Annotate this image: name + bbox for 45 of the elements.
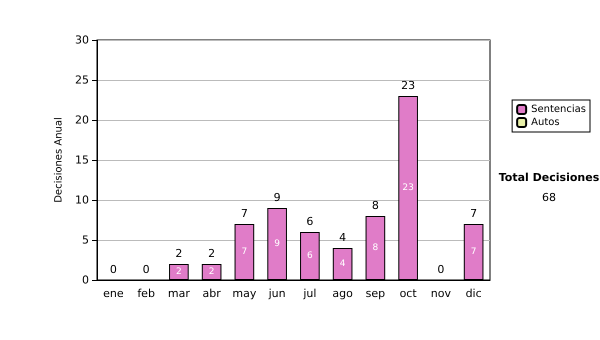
y-tick-label: 25 <box>75 74 89 86</box>
legend-label: Autos <box>531 117 560 128</box>
y-tick-label: 30 <box>75 34 89 46</box>
x-tick-label: mar <box>168 287 190 300</box>
y-tick-label: 15 <box>75 154 89 166</box>
x-tick-label: sep <box>366 287 386 300</box>
total-label: 9 <box>274 191 281 204</box>
total-label: 7 <box>470 207 478 220</box>
x-tick-label: dic <box>466 287 482 300</box>
total-label: 0 <box>437 263 444 276</box>
y-tick-label: 5 <box>82 234 89 246</box>
total-label: 2 <box>175 247 182 260</box>
total-label: 23 <box>401 79 416 92</box>
total-label: 4 <box>339 231 346 244</box>
data-label: 2 <box>208 267 214 277</box>
x-tick-label: ago <box>332 287 354 300</box>
total-label: 0 <box>110 263 117 276</box>
x-tick-label: may <box>232 287 257 300</box>
total-label: 7 <box>240 207 248 220</box>
total-label: 8 <box>372 199 379 212</box>
data-label: 6 <box>307 251 314 261</box>
y-tick-label: 0 <box>82 274 89 286</box>
data-label: 23 <box>402 183 414 193</box>
data-label: 4 <box>340 259 346 269</box>
data-label: 2 <box>176 267 182 277</box>
x-tick-label: oct <box>400 287 418 300</box>
x-tick-label: abr <box>202 287 222 300</box>
x-tick-label: nov <box>430 287 452 300</box>
data-label: 7 <box>470 247 476 257</box>
y-axis-title: Decisiones Anual <box>54 117 65 203</box>
y-tick-label: 20 <box>75 114 89 126</box>
text: Total Decisiones <box>498 171 600 184</box>
data-label: 8 <box>372 243 379 253</box>
text: 68 <box>542 191 556 204</box>
total-label: 2 <box>208 247 216 260</box>
total-label: 0 <box>142 263 150 276</box>
y-tick-label: 10 <box>75 194 89 206</box>
data-label: 9 <box>274 239 280 249</box>
legend-label: Sentencias <box>531 104 586 115</box>
x-tick-label: jun <box>268 287 286 300</box>
x-tick-label: ene <box>103 287 124 300</box>
total-label: 6 <box>306 215 314 228</box>
x-tick-label: jul <box>302 287 316 300</box>
data-label: 7 <box>242 247 248 257</box>
x-tick-label: feb <box>137 287 155 300</box>
